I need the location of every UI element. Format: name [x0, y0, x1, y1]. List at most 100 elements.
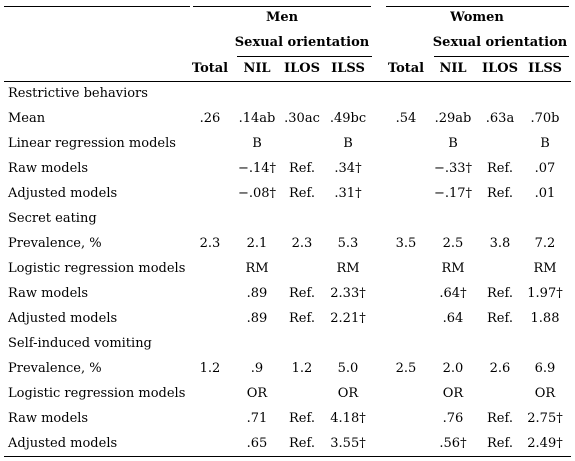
col-header-women-nil: NIL: [439, 61, 467, 76]
table-row: Prevalence, % 1.2 .9 1.2 5.0 2.5 2.0 2.6 6.9: [0, 360, 575, 378]
table-cell: RM: [245, 261, 269, 276]
table-cell: 5.3: [337, 236, 359, 251]
table-cell: .76: [442, 411, 464, 426]
table-cell: .29ab: [434, 111, 472, 126]
header-group-row: Men Women: [0, 9, 575, 27]
men-header: Men: [265, 10, 299, 25]
header-bottom-rule: [4, 81, 571, 82]
table-row: Linear regression models B B B B: [0, 135, 575, 153]
row-label: Raw models: [8, 161, 89, 176]
table-cell: .64†: [439, 286, 467, 301]
women-header: Women: [450, 10, 504, 25]
table-cell: 2.33†: [330, 286, 366, 301]
table-row: Secret eating: [0, 210, 575, 228]
row-label: Raw models: [8, 286, 89, 301]
row-label: Prevalence, %: [8, 361, 102, 376]
table-cell: Ref.: [289, 436, 315, 451]
table-cell: 1.2: [291, 361, 313, 376]
table-cell: Ref.: [487, 311, 513, 326]
table-cell: Ref.: [289, 311, 315, 326]
table-cell: Ref.: [487, 161, 513, 176]
table-cell: 2.75†: [527, 411, 563, 426]
table-cell: 4.18†: [330, 411, 366, 426]
row-label: Mean: [8, 111, 46, 126]
bottom-rule: [4, 456, 571, 457]
col-header-women-ilss: ILSS: [528, 61, 562, 76]
col-header-women-total: Total: [387, 61, 425, 76]
table-row: Restrictive behaviors: [0, 85, 575, 103]
table-row: Mean .26 .14ab .30ac .49bc .54 .29ab .63a .70b: [0, 110, 575, 128]
table-cell: Ref.: [289, 186, 315, 201]
table-cell: .65: [246, 436, 268, 451]
table-cell: .26: [199, 111, 221, 126]
table-cell: 2.5: [442, 236, 464, 251]
table-cell: B: [343, 136, 353, 151]
table-row: Prevalence, % 2.3 2.1 2.3 5.3 3.5 2.5 3.8 7.2: [0, 235, 575, 253]
table-cell: B: [252, 136, 262, 151]
table-cell: .9: [250, 361, 264, 376]
table-cell: OR: [337, 386, 359, 401]
row-label: Prevalence, %: [8, 236, 102, 251]
table-row: Adjusted models −.08† Ref. .31† −.17† Ref. .01: [0, 185, 575, 203]
women-orientation-header: Sexual orientation: [432, 35, 568, 50]
table-row: Adjusted models .89 Ref. 2.21† .64 Ref. 1.88: [0, 310, 575, 328]
col-header-men-total: Total: [191, 61, 229, 76]
orientation-rule-men: [237, 56, 372, 57]
table-cell: .30ac: [284, 111, 320, 126]
row-label: Linear regression models: [8, 136, 176, 151]
top-rule-men: [193, 6, 371, 7]
top-rule-women: [386, 6, 569, 7]
table-cell: .64: [442, 311, 464, 326]
top-rule: [4, 6, 190, 7]
table-cell: 3.5: [395, 236, 417, 251]
table-cell: −.08†: [237, 186, 277, 201]
table-cell: .70b: [530, 111, 560, 126]
men-orientation-header: Sexual orientation: [234, 35, 370, 50]
table-cell: Ref.: [487, 186, 513, 201]
table-cell: 1.88: [530, 311, 560, 326]
table-cell: .07: [534, 161, 556, 176]
col-header-men-ilos: ILOS: [284, 61, 320, 76]
row-label: Logistic regression models: [8, 261, 186, 276]
table-cell: Ref.: [487, 411, 513, 426]
table-cell: B: [448, 136, 458, 151]
table-row: Raw models .89 Ref. 2.33† .64† Ref. 1.97†: [0, 285, 575, 303]
table-cell: RM: [336, 261, 360, 276]
table-cell: .31†: [334, 186, 362, 201]
column-header-row: Total NIL ILOS ILSS Total NIL ILOS ILSS: [0, 60, 575, 78]
orientation-rule-women: [434, 56, 569, 57]
col-header-men-nil: NIL: [243, 61, 271, 76]
table-cell: 2.1: [246, 236, 268, 251]
table-cell: .89: [246, 311, 268, 326]
table-cell: 2.6: [489, 361, 511, 376]
row-label: Adjusted models: [8, 311, 118, 326]
table-cell: .63a: [485, 111, 515, 126]
table-row: Adjusted models .65 Ref. 3.55† .56† Ref. 2.49†: [0, 435, 575, 453]
table-cell: 2.5: [395, 361, 417, 376]
row-label: Logistic regression models: [8, 386, 186, 401]
table-row: Logistic regression models RM RM RM RM: [0, 260, 575, 278]
table-cell: Ref.: [289, 286, 315, 301]
row-label: Restrictive behaviors: [8, 86, 148, 101]
table-row: Logistic regression models OR OR OR OR: [0, 385, 575, 403]
table-cell: Ref.: [487, 436, 513, 451]
table-cell: OR: [246, 386, 268, 401]
row-label: Adjusted models: [8, 186, 118, 201]
table-cell: 2.3: [199, 236, 221, 251]
table-cell: 1.97†: [527, 286, 563, 301]
table-cell: .49bc: [329, 111, 367, 126]
table-row: Raw models .71 Ref. 4.18† .76 Ref. 2.75†: [0, 410, 575, 428]
table-cell: .34†: [334, 161, 362, 176]
table-cell: .54: [395, 111, 417, 126]
table-cell: RM: [533, 261, 557, 276]
table-cell: 2.3: [291, 236, 313, 251]
table-cell: 5.0: [337, 361, 359, 376]
table-cell: B: [540, 136, 550, 151]
table-cell: 2.21†: [330, 311, 366, 326]
row-label: Adjusted models: [8, 436, 118, 451]
table-cell: OR: [534, 386, 556, 401]
row-label: Self-induced vomiting: [8, 336, 152, 351]
header-orientation-row: Sexual orientation Sexual orientation: [0, 34, 575, 52]
table-cell: .56†: [439, 436, 467, 451]
